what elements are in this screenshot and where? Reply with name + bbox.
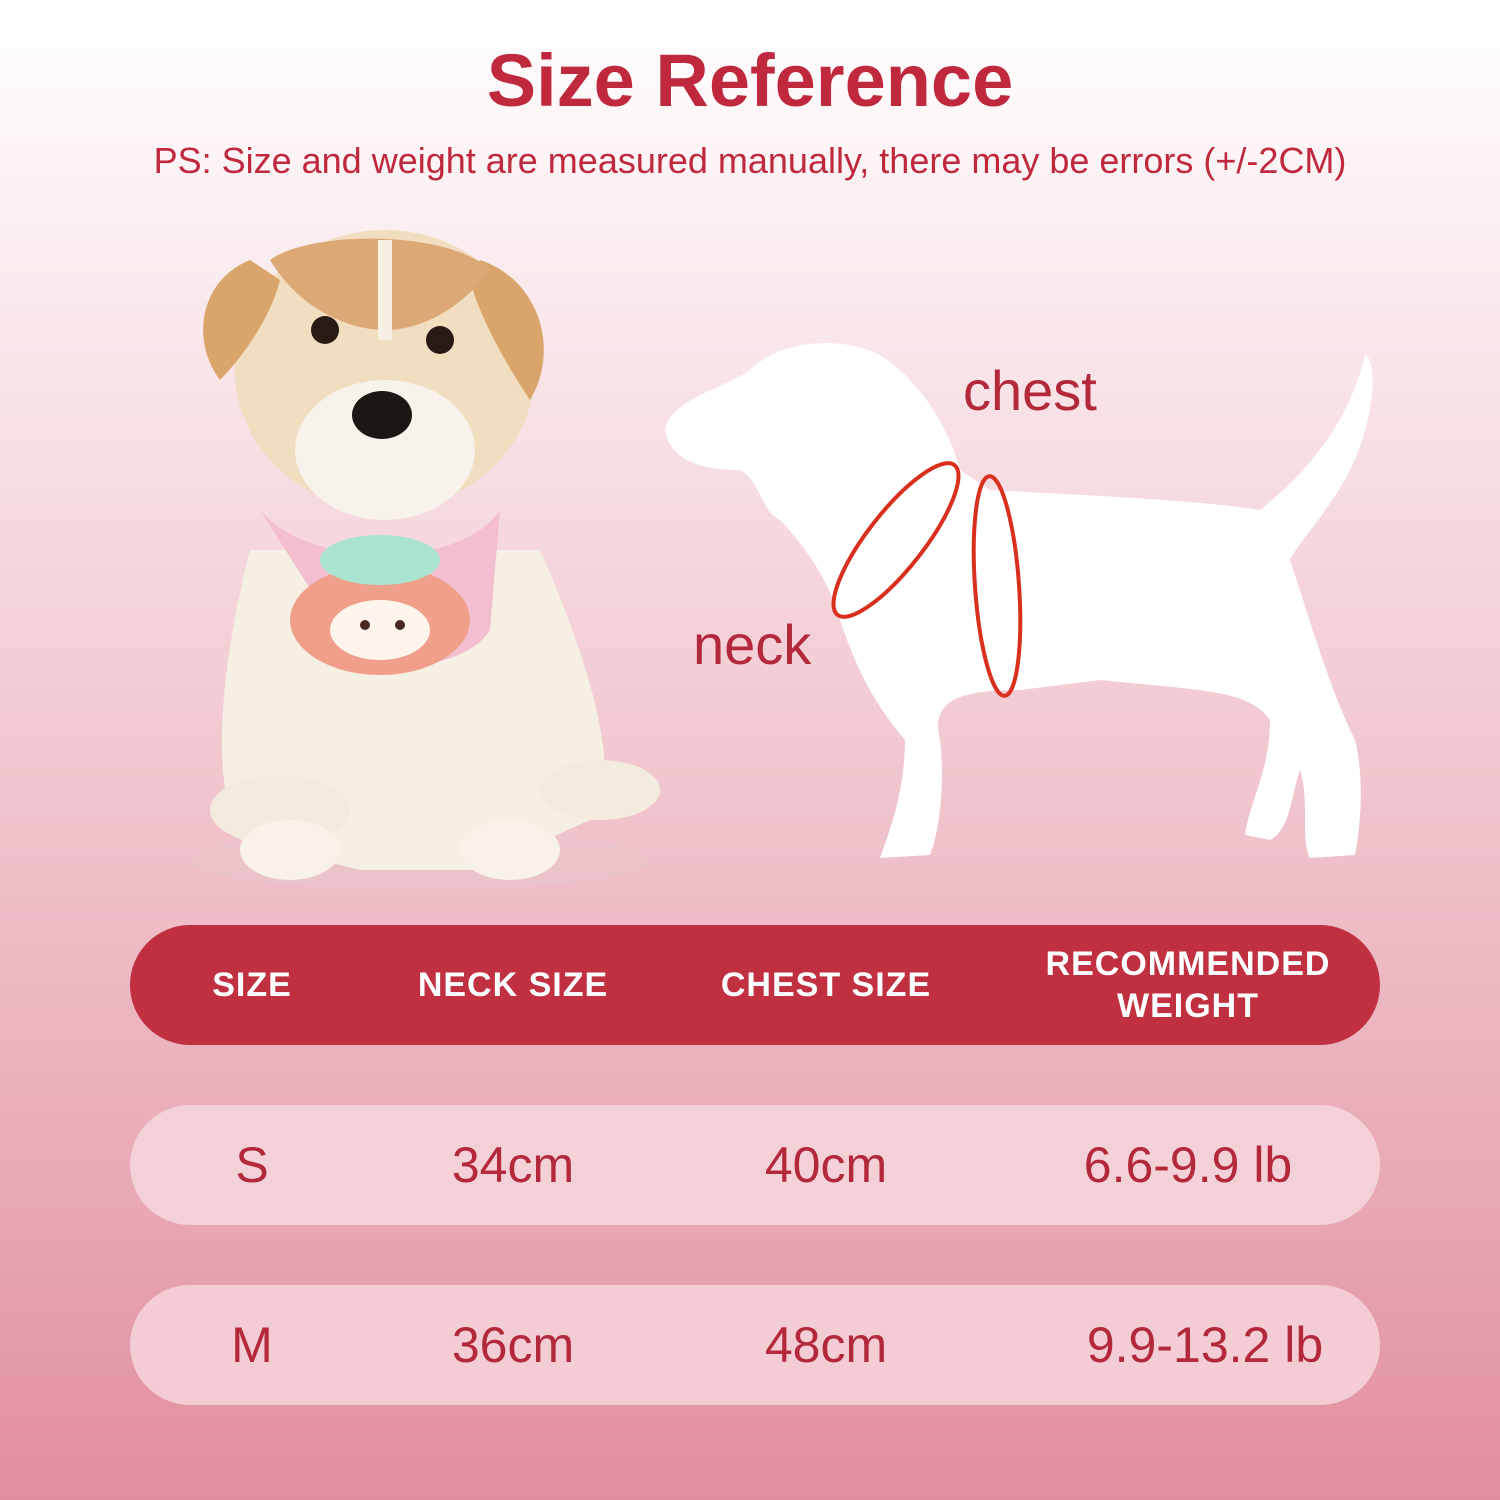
table-row: M 36cm 48cm 9.9-13.2 lb <box>130 1285 1380 1405</box>
cell-size: S <box>235 1137 269 1193</box>
chest-label: chest <box>963 359 1097 422</box>
header-size: SIZE <box>212 966 292 1004</box>
puppy-photo <box>190 230 660 890</box>
size-table-header: SIZE NECK SIZE CHEST SIZE RECOMMENDED WE… <box>130 925 1380 1045</box>
page-subtitle: PS: Size and weight are measured manuall… <box>153 140 1347 181</box>
cell-chest: 40cm <box>764 1137 888 1193</box>
cell-size: M <box>231 1317 273 1373</box>
page-title: Size Reference <box>486 39 1014 122</box>
chest-measure-line <box>971 474 1023 698</box>
header-recommended-weight: RECOMMENDED WEIGHT <box>1045 945 1331 1025</box>
cell-weight: 6.6-9.9 lb <box>1083 1137 1293 1193</box>
neck-measure-line <box>831 461 961 619</box>
cell-weight: 9.9-13.2 lb <box>1086 1317 1324 1373</box>
cell-neck: 36cm <box>451 1317 575 1373</box>
neck-label: neck <box>693 613 812 676</box>
cell-neck: 34cm <box>451 1137 575 1193</box>
table-row: S 34cm 40cm 6.6-9.9 lb <box>130 1105 1380 1225</box>
cell-chest: 48cm <box>764 1317 888 1373</box>
header-chest-size: CHEST SIZE <box>720 966 932 1004</box>
header-neck-size: NECK SIZE <box>417 966 609 1004</box>
